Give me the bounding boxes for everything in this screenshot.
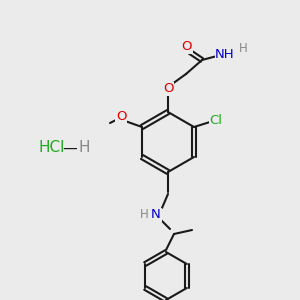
Text: —: — [62, 140, 78, 155]
Text: H: H [78, 140, 90, 155]
Text: N: N [151, 208, 161, 221]
Text: O: O [182, 40, 192, 53]
Text: O: O [163, 82, 173, 95]
Text: HCl: HCl [39, 140, 65, 155]
Text: H: H [238, 43, 247, 56]
Text: O: O [116, 110, 126, 124]
Text: H: H [140, 208, 148, 221]
Text: Cl: Cl [209, 113, 223, 127]
Text: NH: NH [215, 47, 235, 61]
